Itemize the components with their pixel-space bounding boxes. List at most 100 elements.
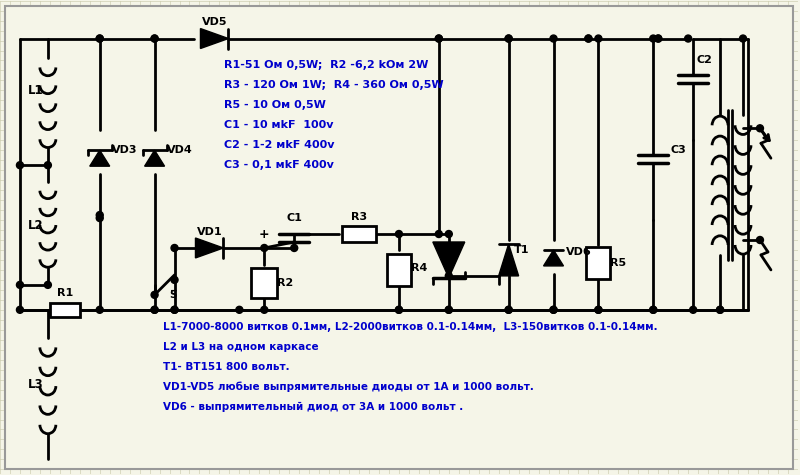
Text: VD6: VD6	[566, 247, 591, 257]
Text: +: +	[258, 228, 270, 240]
Circle shape	[654, 35, 662, 42]
Circle shape	[151, 291, 158, 298]
Polygon shape	[90, 150, 110, 166]
Circle shape	[261, 306, 268, 314]
Polygon shape	[433, 242, 465, 278]
Circle shape	[595, 306, 602, 314]
Circle shape	[505, 35, 512, 42]
Circle shape	[96, 306, 103, 314]
Circle shape	[650, 306, 657, 314]
Text: R1: R1	[57, 288, 73, 298]
Bar	[342, 226, 376, 242]
Circle shape	[171, 306, 178, 314]
Text: C2: C2	[696, 56, 712, 66]
Circle shape	[505, 35, 512, 42]
Circle shape	[96, 35, 103, 42]
Text: C1 - 10 мkF  100v: C1 - 10 мkF 100v	[224, 120, 334, 130]
Text: C1: C1	[286, 213, 302, 223]
Circle shape	[151, 306, 158, 314]
Circle shape	[717, 306, 723, 314]
Circle shape	[595, 306, 602, 314]
Bar	[586, 247, 610, 279]
Circle shape	[435, 230, 442, 238]
Text: VD5: VD5	[202, 17, 227, 27]
Circle shape	[151, 35, 158, 42]
Text: L3: L3	[28, 378, 43, 391]
Text: R1-51 Ом 0,5W;  R2 -6,2 kОм 2W: R1-51 Ом 0,5W; R2 -6,2 kОм 2W	[224, 60, 429, 70]
Circle shape	[395, 230, 402, 238]
Text: T1: T1	[514, 245, 529, 255]
Circle shape	[44, 281, 51, 288]
Text: VD6 - выпрямительный диод от 3А и 1000 вольт .: VD6 - выпрямительный диод от 3А и 1000 в…	[162, 401, 463, 412]
Circle shape	[17, 281, 23, 288]
Circle shape	[171, 245, 178, 251]
Text: R3: R3	[351, 212, 367, 222]
Polygon shape	[145, 150, 165, 166]
Circle shape	[685, 35, 692, 42]
Text: R4: R4	[411, 263, 427, 273]
Circle shape	[446, 230, 452, 238]
Text: L1: L1	[28, 84, 43, 97]
Text: L2 и L3 на одном каркасе: L2 и L3 на одном каркасе	[162, 342, 318, 352]
Polygon shape	[195, 238, 223, 258]
Text: VD3: VD3	[112, 145, 138, 155]
Text: R2: R2	[278, 278, 294, 288]
Circle shape	[17, 162, 23, 169]
Circle shape	[739, 35, 746, 42]
Text: VD1-VD5 любые выпрямительные диоды от 1А и 1000 вольт.: VD1-VD5 любые выпрямительные диоды от 1А…	[162, 381, 534, 392]
Circle shape	[650, 35, 657, 42]
Circle shape	[435, 35, 442, 42]
Text: VD1: VD1	[197, 227, 222, 237]
Circle shape	[550, 306, 557, 314]
Circle shape	[585, 35, 592, 42]
Text: VD4: VD4	[166, 145, 192, 155]
Circle shape	[550, 35, 557, 42]
Circle shape	[17, 306, 23, 314]
Circle shape	[96, 215, 103, 221]
Circle shape	[96, 211, 103, 218]
Text: L1-7000-8000 витков 0.1мм, L2-2000витков 0.1-0.14мм,  L3-150витков 0.1-0.14мм.: L1-7000-8000 витков 0.1мм, L2-2000витков…	[162, 322, 657, 332]
Bar	[251, 268, 278, 298]
Circle shape	[395, 306, 402, 314]
Circle shape	[550, 306, 557, 314]
Circle shape	[505, 306, 512, 314]
Circle shape	[290, 245, 298, 251]
Circle shape	[435, 35, 442, 42]
Circle shape	[757, 237, 763, 244]
Circle shape	[446, 306, 452, 314]
Text: L2: L2	[28, 218, 43, 231]
Polygon shape	[498, 244, 518, 276]
Bar	[50, 303, 80, 317]
Bar	[387, 254, 411, 286]
Text: T1- ВТ151 800 вольт.: T1- ВТ151 800 вольт.	[162, 361, 289, 371]
Circle shape	[171, 306, 178, 314]
Circle shape	[446, 272, 452, 279]
Circle shape	[717, 306, 723, 314]
Circle shape	[151, 306, 158, 314]
Circle shape	[595, 35, 602, 42]
Polygon shape	[201, 28, 228, 48]
Circle shape	[236, 306, 243, 314]
Text: S̅: S̅	[170, 290, 177, 300]
FancyBboxPatch shape	[5, 6, 793, 469]
Circle shape	[44, 162, 51, 169]
Text: R3 - 120 Ом 1W;  R4 - 360 Ом 0,5W: R3 - 120 Ом 1W; R4 - 360 Ом 0,5W	[224, 80, 444, 90]
Text: R5 - 10 Ом 0,5W: R5 - 10 Ом 0,5W	[224, 100, 326, 110]
Circle shape	[757, 125, 763, 132]
Circle shape	[171, 276, 178, 284]
Circle shape	[654, 35, 662, 42]
Circle shape	[505, 306, 512, 314]
Circle shape	[151, 35, 158, 42]
Circle shape	[446, 306, 452, 314]
Text: R5: R5	[610, 258, 626, 268]
Circle shape	[96, 35, 103, 42]
Text: C3: C3	[670, 145, 686, 155]
Text: C3 - 0,1 мkF 400v: C3 - 0,1 мkF 400v	[224, 160, 334, 170]
Circle shape	[690, 306, 697, 314]
Circle shape	[650, 306, 657, 314]
Text: C2 - 1-2 мkF 400v: C2 - 1-2 мkF 400v	[224, 140, 335, 150]
Circle shape	[585, 35, 592, 42]
Circle shape	[395, 306, 402, 314]
Circle shape	[261, 245, 268, 251]
Polygon shape	[543, 250, 563, 266]
